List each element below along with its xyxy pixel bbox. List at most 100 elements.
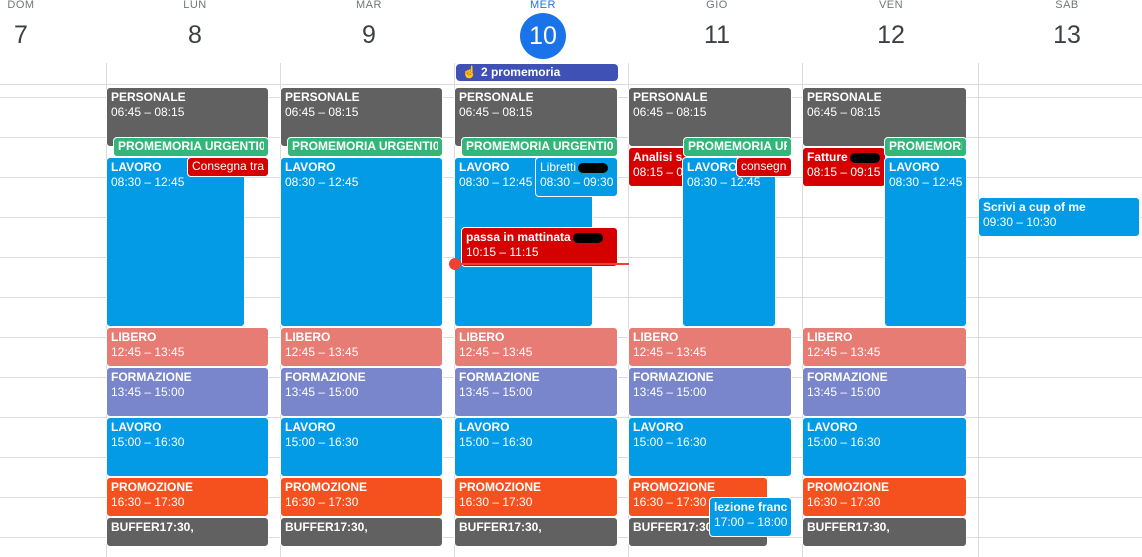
event-buffer[interactable]: BUFFER17:30, — [280, 517, 443, 547]
day-of-week: VEN — [878, 0, 904, 11]
event-formazione[interactable]: FORMAZIONE 13:45 – 15:00 — [454, 367, 618, 417]
event-consegna[interactable]: consegna — [736, 157, 792, 177]
event-title: LAVORO — [285, 160, 336, 174]
event-title: BUFFER17:30, — [633, 520, 716, 534]
event-title: PROMEMORIA — [889, 139, 962, 153]
event-promemoria-urgenti[interactable]: PROMEMORIA URGENTI08: — [113, 137, 269, 157]
event-consegna-traduzione[interactable]: Consegna trad — [187, 157, 269, 177]
event-formazione[interactable]: FORMAZIONE 13:45 – 15:00 — [106, 367, 269, 417]
event-title: BUFFER17:30, — [807, 520, 890, 534]
event-time: 15:00 – 16:30 — [285, 435, 359, 449]
event-buffer[interactable]: BUFFER17:30, — [106, 517, 269, 547]
day-header-fri[interactable]: VEN 12 — [804, 0, 978, 49]
day-number[interactable]: 12 — [877, 21, 905, 49]
current-time-line — [455, 263, 629, 265]
event-libretti[interactable]: Libretti 08:30 – 09:30 — [535, 157, 618, 197]
event-time: 08:30 – 12:45 — [687, 175, 761, 189]
event-lavoro[interactable]: LAVORO 08:30 – 12:45 — [280, 157, 443, 327]
event-time: 16:30 – 17:30 — [633, 495, 707, 509]
event-fatture[interactable]: Fatture 08:15 – 09:15 — [802, 147, 886, 187]
event-analisi[interactable]: Analisi sa 08:15 – 0 — [628, 147, 688, 187]
all-day-divider — [0, 84, 1142, 85]
event-promemoria-urgenti[interactable]: PROMEMORIA URGENTI08: — [287, 137, 443, 157]
day-number[interactable]: 9 — [362, 21, 376, 49]
event-lavoro[interactable]: LAVORO 08:30 – 12:45 — [884, 157, 967, 327]
event-title: PROMOZIONE — [807, 480, 890, 494]
event-promozione[interactable]: PROMOZIONE 16:30 – 17:30 — [106, 477, 269, 517]
day-number[interactable]: 8 — [188, 21, 202, 49]
event-title: BUFFER17:30, — [459, 520, 542, 534]
event-title: LAVORO — [111, 420, 162, 434]
event-title: LIBERO — [111, 330, 157, 344]
event-lavoro[interactable]: LAVORO 08:30 – 12:45 — [682, 157, 776, 327]
day-number[interactable]: 13 — [1053, 21, 1081, 49]
event-time: 08:30 – 12:45 — [285, 175, 359, 189]
redaction-scribble — [849, 152, 880, 163]
event-buffer[interactable]: BUFFER17:30, — [454, 517, 618, 547]
event-time: 12:45 – 13:45 — [459, 345, 533, 359]
day-header-thu[interactable]: GIO 11 — [630, 0, 804, 49]
event-lezione-francese[interactable]: lezione france 17:00 – 18:00 — [709, 497, 792, 537]
event-title: FORMAZIONE — [111, 370, 192, 384]
event-promemoria-urgenti[interactable]: PROMEMORIA URG — [683, 137, 792, 157]
event-passa-in-mattinata[interactable]: passa in mattinata 10:15 – 11:15 — [461, 227, 618, 267]
event-title: consegna — [741, 159, 787, 173]
event-time: 16:30 – 17:30 — [459, 495, 533, 509]
event-lavoro-afternoon[interactable]: LAVORO 15:00 – 16:30 — [106, 417, 269, 477]
event-promozione[interactable]: PROMOZIONE 16:30 – 17:30 — [280, 477, 443, 517]
day-header-sun[interactable]: DOM 7 — [0, 0, 108, 49]
event-formazione[interactable]: FORMAZIONE 13:45 – 15:00 — [802, 367, 967, 417]
event-libero[interactable]: LIBERO 12:45 – 13:45 — [802, 327, 967, 367]
day-header-mon[interactable]: LUN 8 — [108, 0, 282, 49]
event-lavoro-afternoon[interactable]: LAVORO 15:00 – 16:30 — [454, 417, 618, 477]
event-time: 13:45 – 15:00 — [285, 385, 359, 399]
event-promozione[interactable]: PROMOZIONE 16:30 – 17:30 — [454, 477, 618, 517]
day-of-week: SAB — [1055, 0, 1079, 11]
day-number[interactable]: 11 — [704, 21, 730, 49]
event-promozione[interactable]: PROMOZIONE 16:30 – 17:30 — [802, 477, 967, 517]
event-time: 08:30 – 12:45 — [111, 175, 185, 189]
event-lavoro-afternoon[interactable]: LAVORO 15:00 – 16:30 — [802, 417, 967, 477]
event-libero[interactable]: LIBERO 12:45 – 13:45 — [280, 327, 443, 367]
event-title: PROMEMORIA URGENTI08: — [118, 139, 264, 153]
day-header-tue[interactable]: MAR 9 — [282, 0, 456, 49]
event-title: LAVORO — [807, 420, 858, 434]
event-lavoro-afternoon[interactable]: LAVORO 15:00 – 16:30 — [280, 417, 443, 477]
event-title: PROMOZIONE — [111, 480, 194, 494]
event-promemoria-urgenti[interactable]: PROMEMORIA — [884, 137, 967, 157]
event-title: FORMAZIONE — [459, 370, 540, 384]
event-time: 06:45 – 08:15 — [111, 105, 185, 119]
event-libero[interactable]: LIBERO 12:45 – 13:45 — [454, 327, 618, 367]
event-lavoro-afternoon[interactable]: LAVORO 15:00 – 16:30 — [628, 417, 792, 477]
event-title: LAVORO — [111, 160, 162, 174]
event-time: 12:45 – 13:45 — [633, 345, 707, 359]
day-header-sat[interactable]: SAB 13 — [980, 0, 1142, 49]
reminders-chip[interactable]: ☝ 2 promemoria — [456, 64, 618, 81]
event-promemoria-urgenti[interactable]: PROMEMORIA URGENTI08: — [461, 137, 618, 157]
day-number[interactable]: 7 — [14, 21, 28, 49]
today-day-number[interactable]: 10 — [520, 13, 566, 59]
event-title: LAVORO — [633, 420, 684, 434]
day-of-week: MAR — [356, 0, 382, 11]
event-title: FORMAZIONE — [807, 370, 888, 384]
event-formazione[interactable]: FORMAZIONE 13:45 – 15:00 — [280, 367, 443, 417]
event-scrivi-a-cup-of-me[interactable]: Scrivi a cup of me 09:30 – 10:30 — [978, 197, 1140, 237]
event-time: 08:15 – 0 — [633, 165, 683, 179]
event-title: FORMAZIONE — [285, 370, 366, 384]
event-lavoro[interactable]: LAVORO 08:30 – 12:45 — [106, 157, 245, 327]
hand-icon: ☝ — [462, 65, 477, 79]
event-title: LIBERO — [285, 330, 331, 344]
event-title: PROMOZIONE — [285, 480, 368, 494]
event-time: 08:15 – 09:15 — [807, 165, 881, 179]
event-libero[interactable]: LIBERO 12:45 – 13:45 — [628, 327, 792, 367]
event-formazione[interactable]: FORMAZIONE 13:45 – 15:00 — [628, 367, 792, 417]
event-time: 15:00 – 16:30 — [807, 435, 881, 449]
event-libero[interactable]: LIBERO 12:45 – 13:45 — [106, 327, 269, 367]
event-title: lezione france — [714, 500, 787, 514]
event-title: PERSONALE — [111, 90, 186, 104]
event-buffer[interactable]: BUFFER17:30, — [802, 517, 967, 547]
day-header-wed[interactable]: MER 10 — [456, 0, 630, 59]
event-time: 10:15 – 11:15 — [466, 245, 539, 259]
event-personale[interactable]: PERSONALE 06:45 – 08:15 — [628, 87, 792, 147]
event-title: LIBERO — [459, 330, 505, 344]
